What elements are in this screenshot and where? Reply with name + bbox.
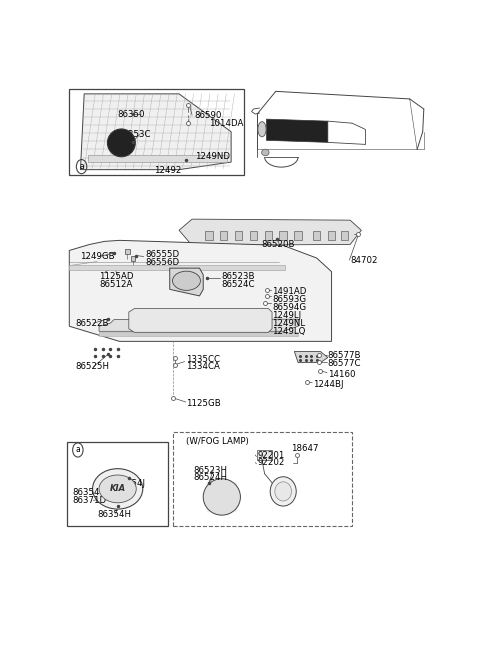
Ellipse shape [262,149,269,155]
Bar [279,231,287,240]
Text: 1335CC: 1335CC [186,354,220,363]
Text: 1125GB: 1125GB [186,398,221,407]
Ellipse shape [93,468,143,509]
Text: 86524H: 86524H [193,473,227,482]
Polygon shape [170,268,203,296]
Bar [294,231,302,240]
Text: 86590: 86590 [194,111,221,119]
Text: 1249NL: 1249NL [272,319,305,328]
Polygon shape [129,308,272,333]
Polygon shape [179,219,361,245]
Bar [69,265,285,270]
Text: 86577B: 86577B [328,351,361,360]
Ellipse shape [258,121,266,137]
Text: 12492: 12492 [154,166,181,175]
Text: 86522B: 86522B [76,319,109,328]
Text: (W/FOG LAMP): (W/FOG LAMP) [186,437,249,446]
Text: 14160: 14160 [328,370,355,379]
Bar [257,450,272,460]
Bar [173,432,352,525]
Text: 1014DA: 1014DA [209,119,243,128]
Polygon shape [69,240,332,341]
Text: 92201: 92201 [257,451,285,460]
Text: 86354G: 86354G [72,489,106,497]
Text: 1334CA: 1334CA [186,362,220,371]
Text: 86512A: 86512A [99,280,132,289]
Text: 86577C: 86577C [328,359,361,368]
Ellipse shape [203,479,240,515]
Text: 1249GB: 1249GB [81,252,115,261]
Text: 86371D: 86371D [72,496,106,505]
Bar [328,231,335,240]
Text: 86523H: 86523H [193,466,227,475]
Text: 1125AD: 1125AD [99,272,133,281]
Text: 1491AD: 1491AD [272,287,306,297]
Text: 86520B: 86520B [261,240,294,249]
Text: 18647: 18647 [290,444,318,453]
Ellipse shape [172,271,201,291]
Bar [341,231,348,240]
Text: 1249LQ: 1249LQ [272,327,305,336]
Bar [235,231,242,240]
Text: 86354H: 86354H [97,510,131,519]
Text: KIA: KIA [109,484,126,493]
Bar [220,231,228,240]
Polygon shape [294,352,328,363]
Bar [264,231,272,240]
Bar [99,333,298,337]
Ellipse shape [270,477,296,506]
Text: 86350: 86350 [118,110,145,119]
Polygon shape [81,94,231,170]
Polygon shape [99,319,298,331]
Ellipse shape [108,129,135,157]
Bar [88,155,228,161]
FancyBboxPatch shape [131,255,135,260]
Text: 84702: 84702 [350,256,378,264]
Text: 1244BJ: 1244BJ [313,380,344,389]
Polygon shape [266,119,328,142]
Text: 86593G: 86593G [272,295,306,304]
Text: 86555D: 86555D [145,250,180,259]
Bar [69,89,244,174]
Text: 1249ND: 1249ND [195,152,229,161]
Bar [67,442,168,525]
Text: 92202: 92202 [257,458,285,467]
Bar [205,231,213,240]
Text: 1249LJ: 1249LJ [272,311,301,320]
Bar [250,231,257,240]
Text: 86524C: 86524C [222,280,255,289]
Text: 86354J: 86354J [115,480,145,488]
Bar [313,231,321,240]
Text: 86594G: 86594G [272,303,306,312]
Text: a: a [79,162,84,171]
Ellipse shape [99,475,136,502]
Text: a: a [75,445,80,455]
Text: 86556D: 86556D [145,258,180,267]
Text: 86523B: 86523B [222,272,255,281]
FancyBboxPatch shape [125,249,130,254]
Text: 86353C: 86353C [118,130,151,139]
Ellipse shape [275,482,291,501]
Text: 86525H: 86525H [76,362,109,371]
